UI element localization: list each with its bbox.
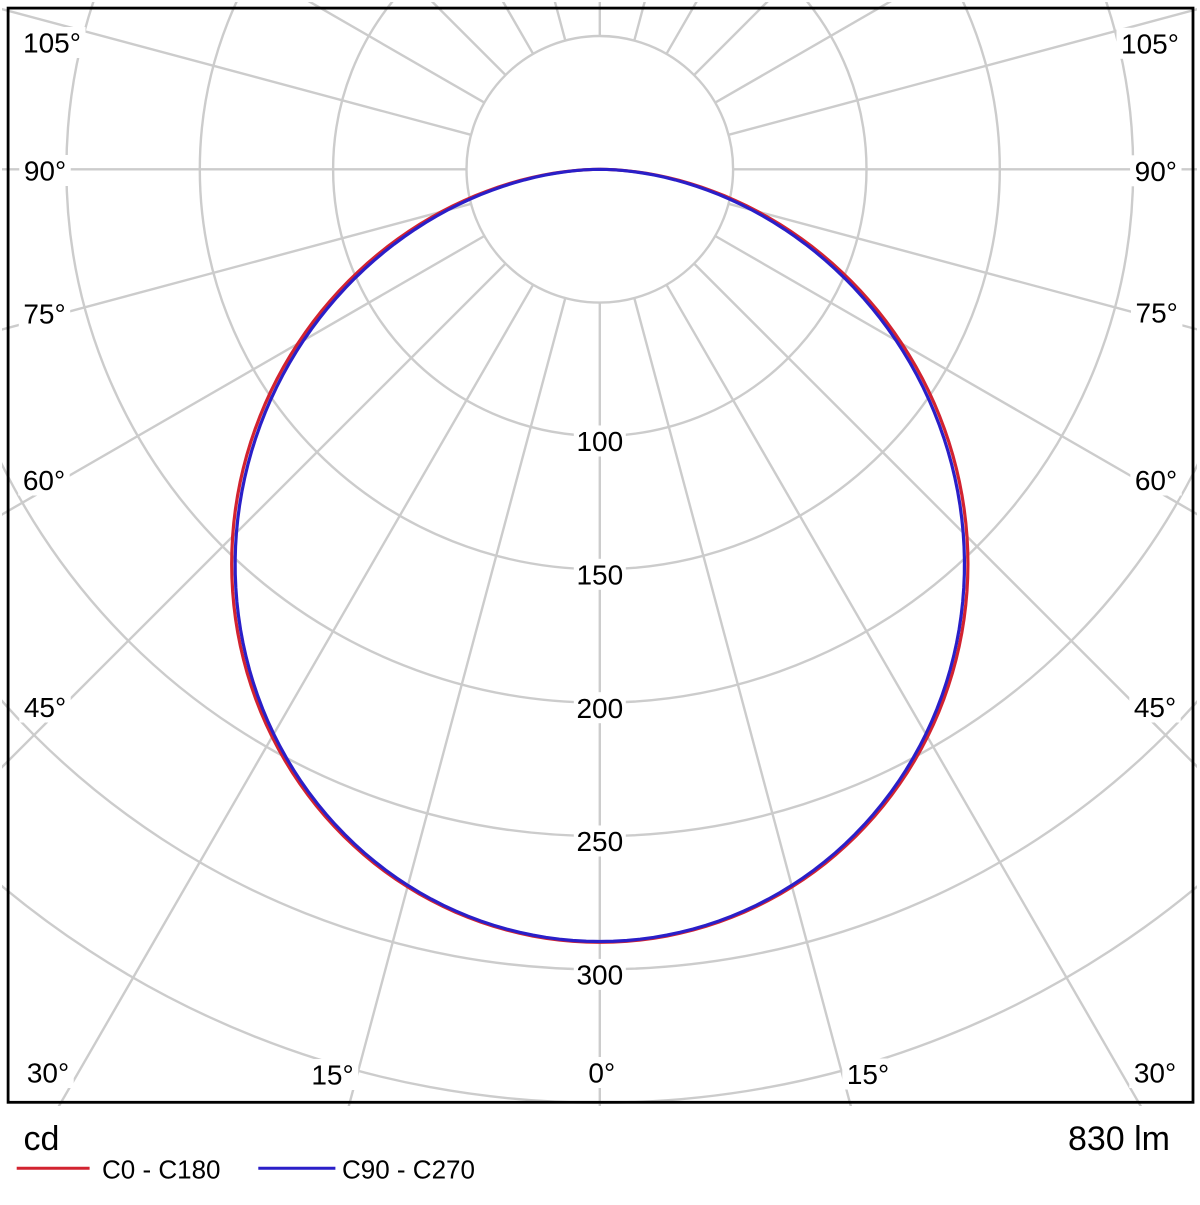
svg-text:30°: 30° — [27, 1058, 69, 1089]
svg-text:150: 150 — [576, 560, 623, 591]
svg-text:90°: 90° — [1135, 156, 1177, 187]
svg-text:75°: 75° — [1136, 298, 1178, 329]
svg-text:15°: 15° — [847, 1059, 889, 1090]
svg-text:C0 - C180: C0 - C180 — [102, 1154, 221, 1184]
svg-text:250: 250 — [576, 826, 623, 857]
svg-text:60°: 60° — [1135, 465, 1177, 496]
svg-text:cd: cd — [24, 1120, 60, 1158]
svg-text:0°: 0° — [588, 1058, 615, 1089]
svg-text:C90 - C270: C90 - C270 — [342, 1154, 475, 1184]
svg-text:200: 200 — [576, 693, 623, 724]
svg-text:300: 300 — [576, 960, 623, 991]
svg-text:830 lm: 830 lm — [1068, 1120, 1170, 1158]
svg-text:15°: 15° — [311, 1060, 353, 1091]
svg-text:105°: 105° — [23, 28, 81, 59]
svg-text:60°: 60° — [23, 465, 65, 496]
svg-text:90°: 90° — [24, 156, 66, 187]
svg-text:105°: 105° — [1121, 29, 1179, 60]
svg-text:45°: 45° — [24, 692, 66, 723]
svg-text:45°: 45° — [1134, 692, 1176, 723]
svg-text:100: 100 — [576, 426, 623, 457]
svg-text:75°: 75° — [23, 299, 65, 330]
svg-text:30°: 30° — [1134, 1058, 1176, 1089]
